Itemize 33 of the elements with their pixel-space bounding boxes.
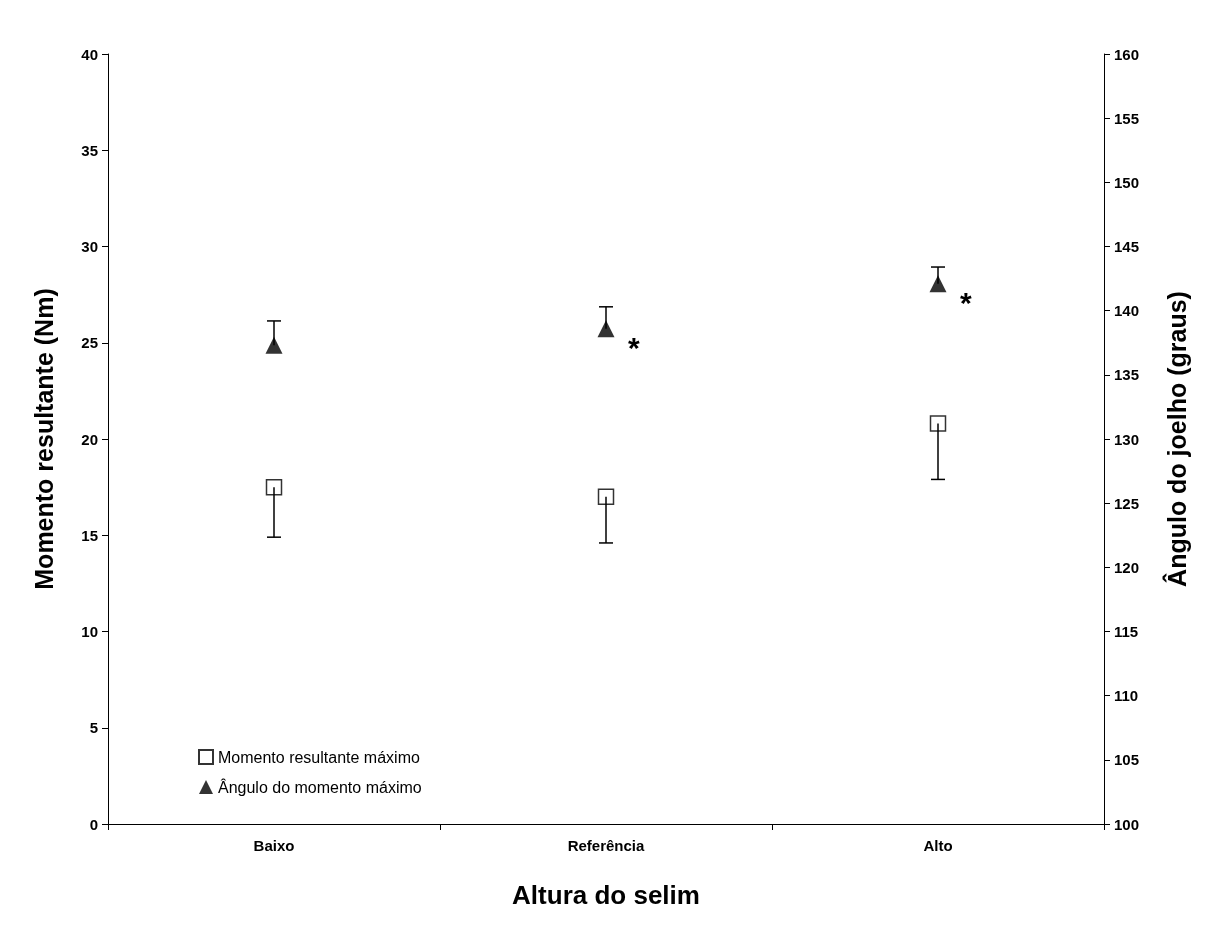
annotation: * (960, 286, 972, 320)
y2-tick-label: 105 (1114, 751, 1140, 769)
y-axis-title: Momento resultante (Nm) (29, 288, 58, 590)
y2-axis-title: Ângulo do joelho (graus) (1161, 291, 1191, 587)
y2-tick-label: 145 (1114, 238, 1140, 255)
y2-tick-label: 160 (1114, 45, 1140, 63)
annotation: * (628, 331, 640, 365)
x-tick-label: Referência (567, 837, 645, 854)
x-axis-title: Altura do selim (512, 880, 700, 910)
legend-label: Momento resultante máximo (218, 748, 420, 766)
y-tick-label: 25 (81, 334, 98, 352)
y2-tick-label: 100 (1114, 815, 1140, 833)
y-tick-label: 35 (81, 141, 98, 159)
y2-tick-label: 130 (1114, 430, 1140, 448)
y-tick-label: 15 (81, 526, 98, 544)
y2-tick-label: 155 (1114, 109, 1140, 127)
y2-tick-label: 125 (1114, 494, 1140, 512)
legend-label: Ângulo do momento máximo (218, 777, 422, 796)
y-tick-label: 20 (81, 430, 98, 448)
x-tick-label: Alto (923, 837, 953, 854)
y2-tick-label: 135 (1114, 366, 1140, 384)
point (929, 415, 947, 432)
y-tick-label: 5 (89, 719, 98, 737)
y-tick-label: 30 (81, 238, 98, 255)
y2-tick-label: 110 (1114, 687, 1139, 705)
y2-tick-label: 115 (1114, 623, 1139, 640)
y2-tick-label: 140 (1114, 302, 1140, 320)
y-tick-label: 0 (89, 815, 98, 833)
y2-tick-label: 120 (1114, 558, 1140, 576)
y-tick-label: 10 (81, 623, 98, 640)
x-tick-label: Baixo (253, 837, 295, 854)
y2-tick-label: 150 (1114, 173, 1140, 191)
y-tick-label: 40 (81, 45, 98, 63)
